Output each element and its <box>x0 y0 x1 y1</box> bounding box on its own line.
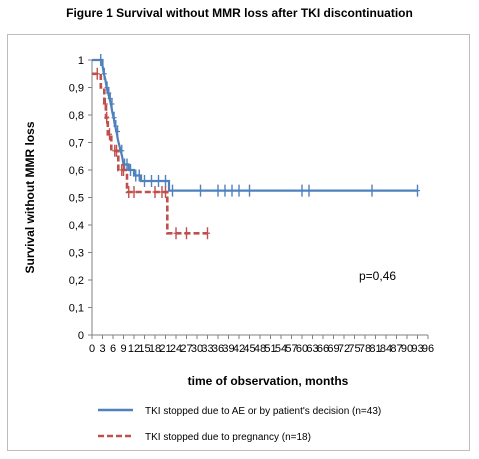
y-tick-label: 0,5 <box>69 193 84 205</box>
series-group <box>92 58 418 235</box>
x-tick-label: 66 <box>317 343 329 355</box>
legend-label-ae: TKI stopped due to AE or by patient's de… <box>145 406 381 417</box>
x-tick-label: 69 <box>327 343 339 355</box>
y-axis-title: Survival without MMR loss <box>23 121 37 273</box>
x-tick-label: 42 <box>233 343 245 355</box>
x-tick-label: 93 <box>411 343 423 355</box>
x-tick-label: 27 <box>180 343 192 355</box>
x-tick-label: 57 <box>285 343 297 355</box>
x-tick-label: 33 <box>201 343 213 355</box>
y-tick-label: 0 <box>78 330 84 342</box>
series-line-ae <box>92 58 418 192</box>
x-axis-title: time of observation, months <box>188 374 349 388</box>
y-tick-label: 1 <box>78 55 84 67</box>
chart-frame: 0 0,1 0,2 0,3 0,4 0,5 0,6 0,7 0,8 0,9 1 0 3 6 9 12 15 18 2… <box>7 34 470 451</box>
y-tick-label: 0,8 <box>69 110 84 122</box>
x-tick-label: 84 <box>380 343 392 355</box>
axes: 00,10,20,30,40,50,60,70,80,910 3 6 9 1215182… <box>69 55 434 355</box>
x-tick-label: 78 <box>359 343 371 355</box>
x-tick-label: 3 <box>99 343 105 355</box>
x-tick-label: 48 <box>254 343 266 355</box>
x-tick-label: 63 <box>306 343 318 355</box>
legend: TKI stopped due to AE or by patient's de… <box>98 406 381 443</box>
x-tick-label: 96 <box>422 343 434 355</box>
y-tick-label: 0,2 <box>69 275 84 287</box>
y-tick-label: 0,6 <box>69 165 84 177</box>
figure-title: Figure 1 Survival without MMR loss after… <box>66 6 413 20</box>
x-tick-label: 75 <box>348 343 360 355</box>
x-tick-label: 72 <box>338 343 350 355</box>
x-tick-label: 18 <box>149 343 161 355</box>
x-tick-label: 6 <box>110 343 116 355</box>
p-value-annotation: p=0,46 <box>359 269 396 283</box>
y-tick-label: 0,4 <box>69 220 84 232</box>
y-tick-label: 0,7 <box>69 138 84 150</box>
x-tick-label: 54 <box>275 343 287 355</box>
y-tick-label: 0,3 <box>69 248 84 260</box>
x-tick-label: 36 <box>212 343 224 355</box>
censor-marks-group <box>94 54 420 240</box>
x-tick-label: 39 <box>222 343 234 355</box>
x-tick-label: 15 <box>138 343 150 355</box>
y-tick-label: 0,1 <box>69 303 84 315</box>
x-tick-label: 51 <box>264 343 276 355</box>
x-tick-label: 30 <box>191 343 203 355</box>
x-tick-label: 12 <box>128 343 140 355</box>
x-tick-label: 90 <box>401 343 413 355</box>
x-tick-label: 81 <box>369 343 381 355</box>
x-tick-label: 45 <box>243 343 255 355</box>
km-chart: 00,10,20,30,40,50,60,70,80,910 3 6 9 1215182… <box>23 54 434 443</box>
x-tick-label: 60 <box>296 343 308 355</box>
x-tick-label: 9 <box>120 343 126 355</box>
x-tick-label: 87 <box>390 343 402 355</box>
x-tick-label: 24 <box>170 343 182 355</box>
x-tick-label: 0 <box>89 343 95 355</box>
legend-label-pregnancy: TKI stopped due to pregnancy (n=18) <box>145 432 311 443</box>
y-tick-label: 0,9 <box>69 83 84 95</box>
x-tick-label: 21 <box>159 343 171 355</box>
